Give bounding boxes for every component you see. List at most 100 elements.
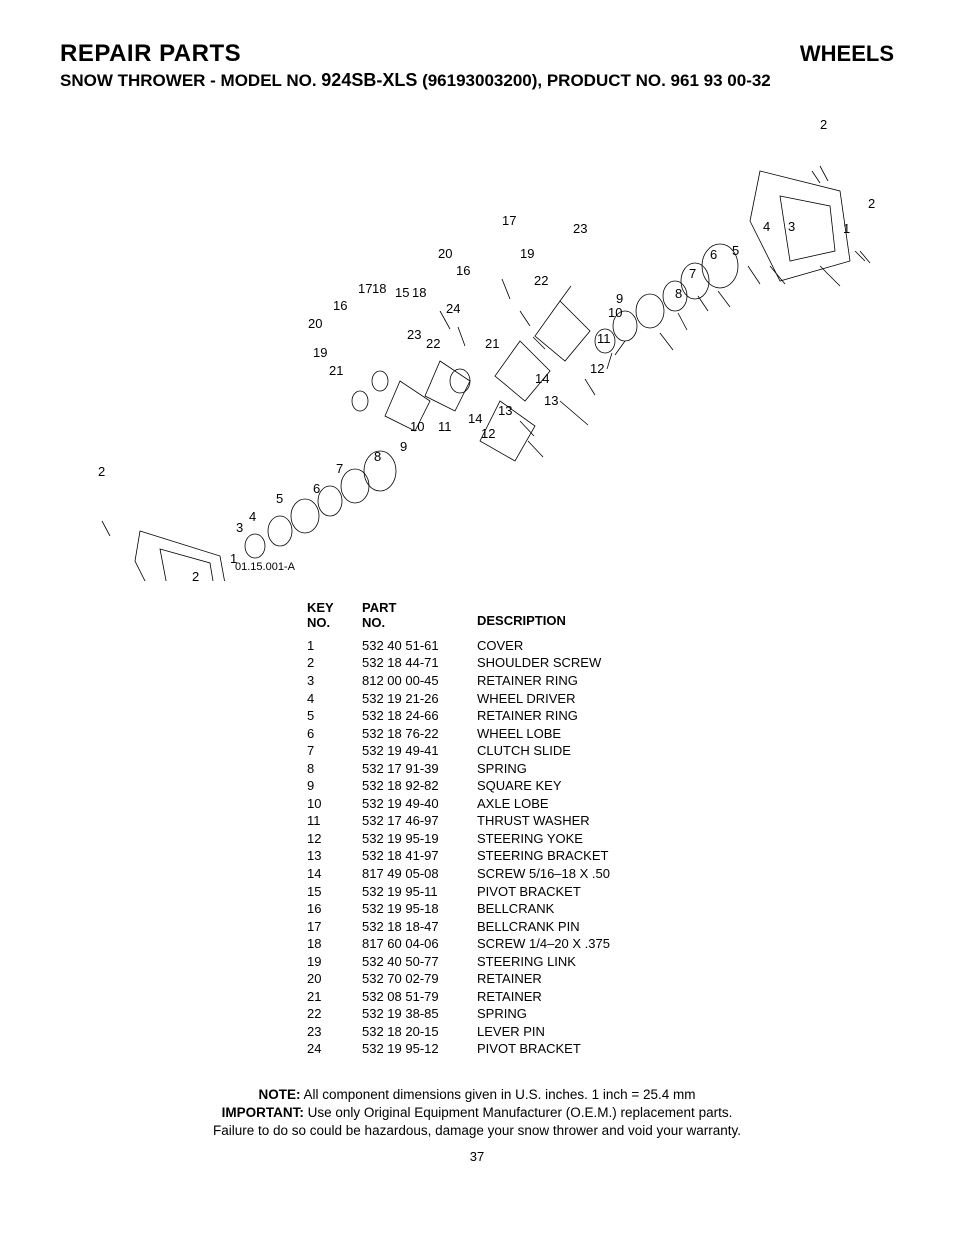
- cell-part: 532 40 50-77: [362, 953, 477, 971]
- cell-desc: RETAINER RING: [477, 707, 647, 725]
- table-row: 23532 18 20-15LEVER PIN: [307, 1023, 647, 1041]
- diagram-callout: 9: [400, 439, 407, 454]
- cell-part: 532 40 51-61: [362, 637, 477, 655]
- diagram-callout: 13: [544, 393, 558, 408]
- table-row: 14817 49 05-08SCREW 5/16–18 X .50: [307, 865, 647, 883]
- cell-part: 532 19 95-19: [362, 830, 477, 848]
- cell-part: 532 17 91-39: [362, 760, 477, 778]
- cell-key: 11: [307, 812, 362, 830]
- diagram-callout: 5: [732, 243, 739, 258]
- cell-key: 16: [307, 900, 362, 918]
- cell-part: 532 18 24-66: [362, 707, 477, 725]
- diagram-callout: 8: [675, 286, 682, 301]
- cell-key: 1: [307, 637, 362, 655]
- diagram-callout: 10: [410, 419, 424, 434]
- cell-desc: RETAINER: [477, 988, 647, 1006]
- cell-desc: STEERING LINK: [477, 953, 647, 971]
- cell-key: 18: [307, 935, 362, 953]
- cell-desc: STEERING BRACKET: [477, 847, 647, 865]
- diagram-callout: 2: [98, 464, 105, 479]
- cell-part: 532 18 20-15: [362, 1023, 477, 1041]
- subtitle-suffix: (96193003200), PRODUCT NO. 961 93 00-32: [417, 71, 770, 90]
- important-line: IMPORTANT: Use only Original Equipment M…: [60, 1104, 894, 1122]
- diagram-callout: 16: [456, 263, 470, 278]
- cell-desc: CLUTCH SLIDE: [477, 742, 647, 760]
- cell-desc: BELLCRANK: [477, 900, 647, 918]
- cell-key: 4: [307, 690, 362, 708]
- cell-part: 817 49 05-08: [362, 865, 477, 883]
- cell-desc: SCREW 5/16–18 X .50: [477, 865, 647, 883]
- title-repair-parts: REPAIR PARTS: [60, 40, 241, 68]
- diagram-callout: 14: [468, 411, 482, 426]
- table-row: 4532 19 21-26WHEEL DRIVER: [307, 690, 647, 708]
- cell-desc: WHEEL LOBE: [477, 725, 647, 743]
- cell-key: 2: [307, 654, 362, 672]
- cell-desc: SPRING: [477, 760, 647, 778]
- cell-key: 10: [307, 795, 362, 813]
- header-part: PARTNO.: [362, 601, 477, 631]
- page-header: REPAIR PARTS WHEELS SNOW THROWER - MODEL…: [60, 40, 894, 91]
- diagram-callout: 4: [763, 219, 770, 234]
- table-row: 19532 40 50-77STEERING LINK: [307, 953, 647, 971]
- cell-part: 532 19 95-18: [362, 900, 477, 918]
- table-row: 10532 19 49-40AXLE LOBE: [307, 795, 647, 813]
- table-row: 21532 08 51-79RETAINER: [307, 988, 647, 1006]
- exploded-diagram: 2213456789101112131423221917162015181718…: [60, 101, 894, 581]
- cell-desc: SQUARE KEY: [477, 777, 647, 795]
- cell-key: 3: [307, 672, 362, 690]
- diagram-callout: 5: [276, 491, 283, 506]
- table-row: 5532 18 24-66RETAINER RING: [307, 707, 647, 725]
- diagram-callout: 9: [616, 291, 623, 306]
- important-label: IMPORTANT:: [222, 1105, 304, 1120]
- table-row: 17532 18 18-47BELLCRANK PIN: [307, 918, 647, 936]
- diagram-callout: 2: [868, 196, 875, 211]
- table-row: 11532 17 46-97THRUST WASHER: [307, 812, 647, 830]
- table-row: 9532 18 92-82SQUARE KEY: [307, 777, 647, 795]
- header-desc: DESCRIPTION: [477, 601, 647, 631]
- diagram-callout: 19: [520, 246, 534, 261]
- diagram-callout: 12: [590, 361, 604, 376]
- diagram-callout: 7: [689, 266, 696, 281]
- cell-part: 532 17 46-97: [362, 812, 477, 830]
- diagram-callout: 14: [535, 371, 549, 386]
- cell-part: 532 19 21-26: [362, 690, 477, 708]
- subtitle: SNOW THROWER - MODEL NO. 924SB-XLS (9619…: [60, 70, 894, 91]
- diagram-callout: 11: [597, 331, 611, 346]
- note-text: All component dimensions given in U.S. i…: [300, 1087, 695, 1102]
- cell-part: 532 19 49-41: [362, 742, 477, 760]
- cell-key: 8: [307, 760, 362, 778]
- diagram-callout: 6: [710, 247, 717, 262]
- cell-part: 532 18 41-97: [362, 847, 477, 865]
- diagram-callout: 13: [498, 403, 512, 418]
- table-row: 13532 18 41-97STEERING BRACKET: [307, 847, 647, 865]
- cell-desc: RETAINER: [477, 970, 647, 988]
- model-no: 924SB-XLS: [321, 70, 417, 90]
- table-row: 16532 19 95-18BELLCRANK: [307, 900, 647, 918]
- cell-desc: AXLE LOBE: [477, 795, 647, 813]
- cell-key: 5: [307, 707, 362, 725]
- cell-key: 17: [307, 918, 362, 936]
- cell-key: 23: [307, 1023, 362, 1041]
- cell-part: 532 18 76-22: [362, 725, 477, 743]
- cell-desc: THRUST WASHER: [477, 812, 647, 830]
- cell-part: 532 19 95-12: [362, 1040, 477, 1058]
- table-row: 3812 00 00-45RETAINER RING: [307, 672, 647, 690]
- diagram-callout: 2: [192, 569, 199, 584]
- diagram-callout: 17: [502, 213, 516, 228]
- diagram-svg: [60, 101, 894, 581]
- cell-key: 9: [307, 777, 362, 795]
- diagram-callout: 22: [426, 336, 440, 351]
- table-row: 7532 19 49-41CLUTCH SLIDE: [307, 742, 647, 760]
- diagram-id: 01.15.001-A: [235, 561, 295, 573]
- cell-part: 532 19 38-85: [362, 1005, 477, 1023]
- table-row: 12532 19 95-19STEERING YOKE: [307, 830, 647, 848]
- cell-desc: SHOULDER SCREW: [477, 654, 647, 672]
- diagram-callout: 18: [412, 285, 426, 300]
- cell-desc: STEERING YOKE: [477, 830, 647, 848]
- diagram-callout: 15: [395, 285, 409, 300]
- cell-key: 21: [307, 988, 362, 1006]
- cell-part: 812 00 00-45: [362, 672, 477, 690]
- cell-desc: COVER: [477, 637, 647, 655]
- cell-desc: BELLCRANK PIN: [477, 918, 647, 936]
- diagram-callout: 3: [236, 520, 243, 535]
